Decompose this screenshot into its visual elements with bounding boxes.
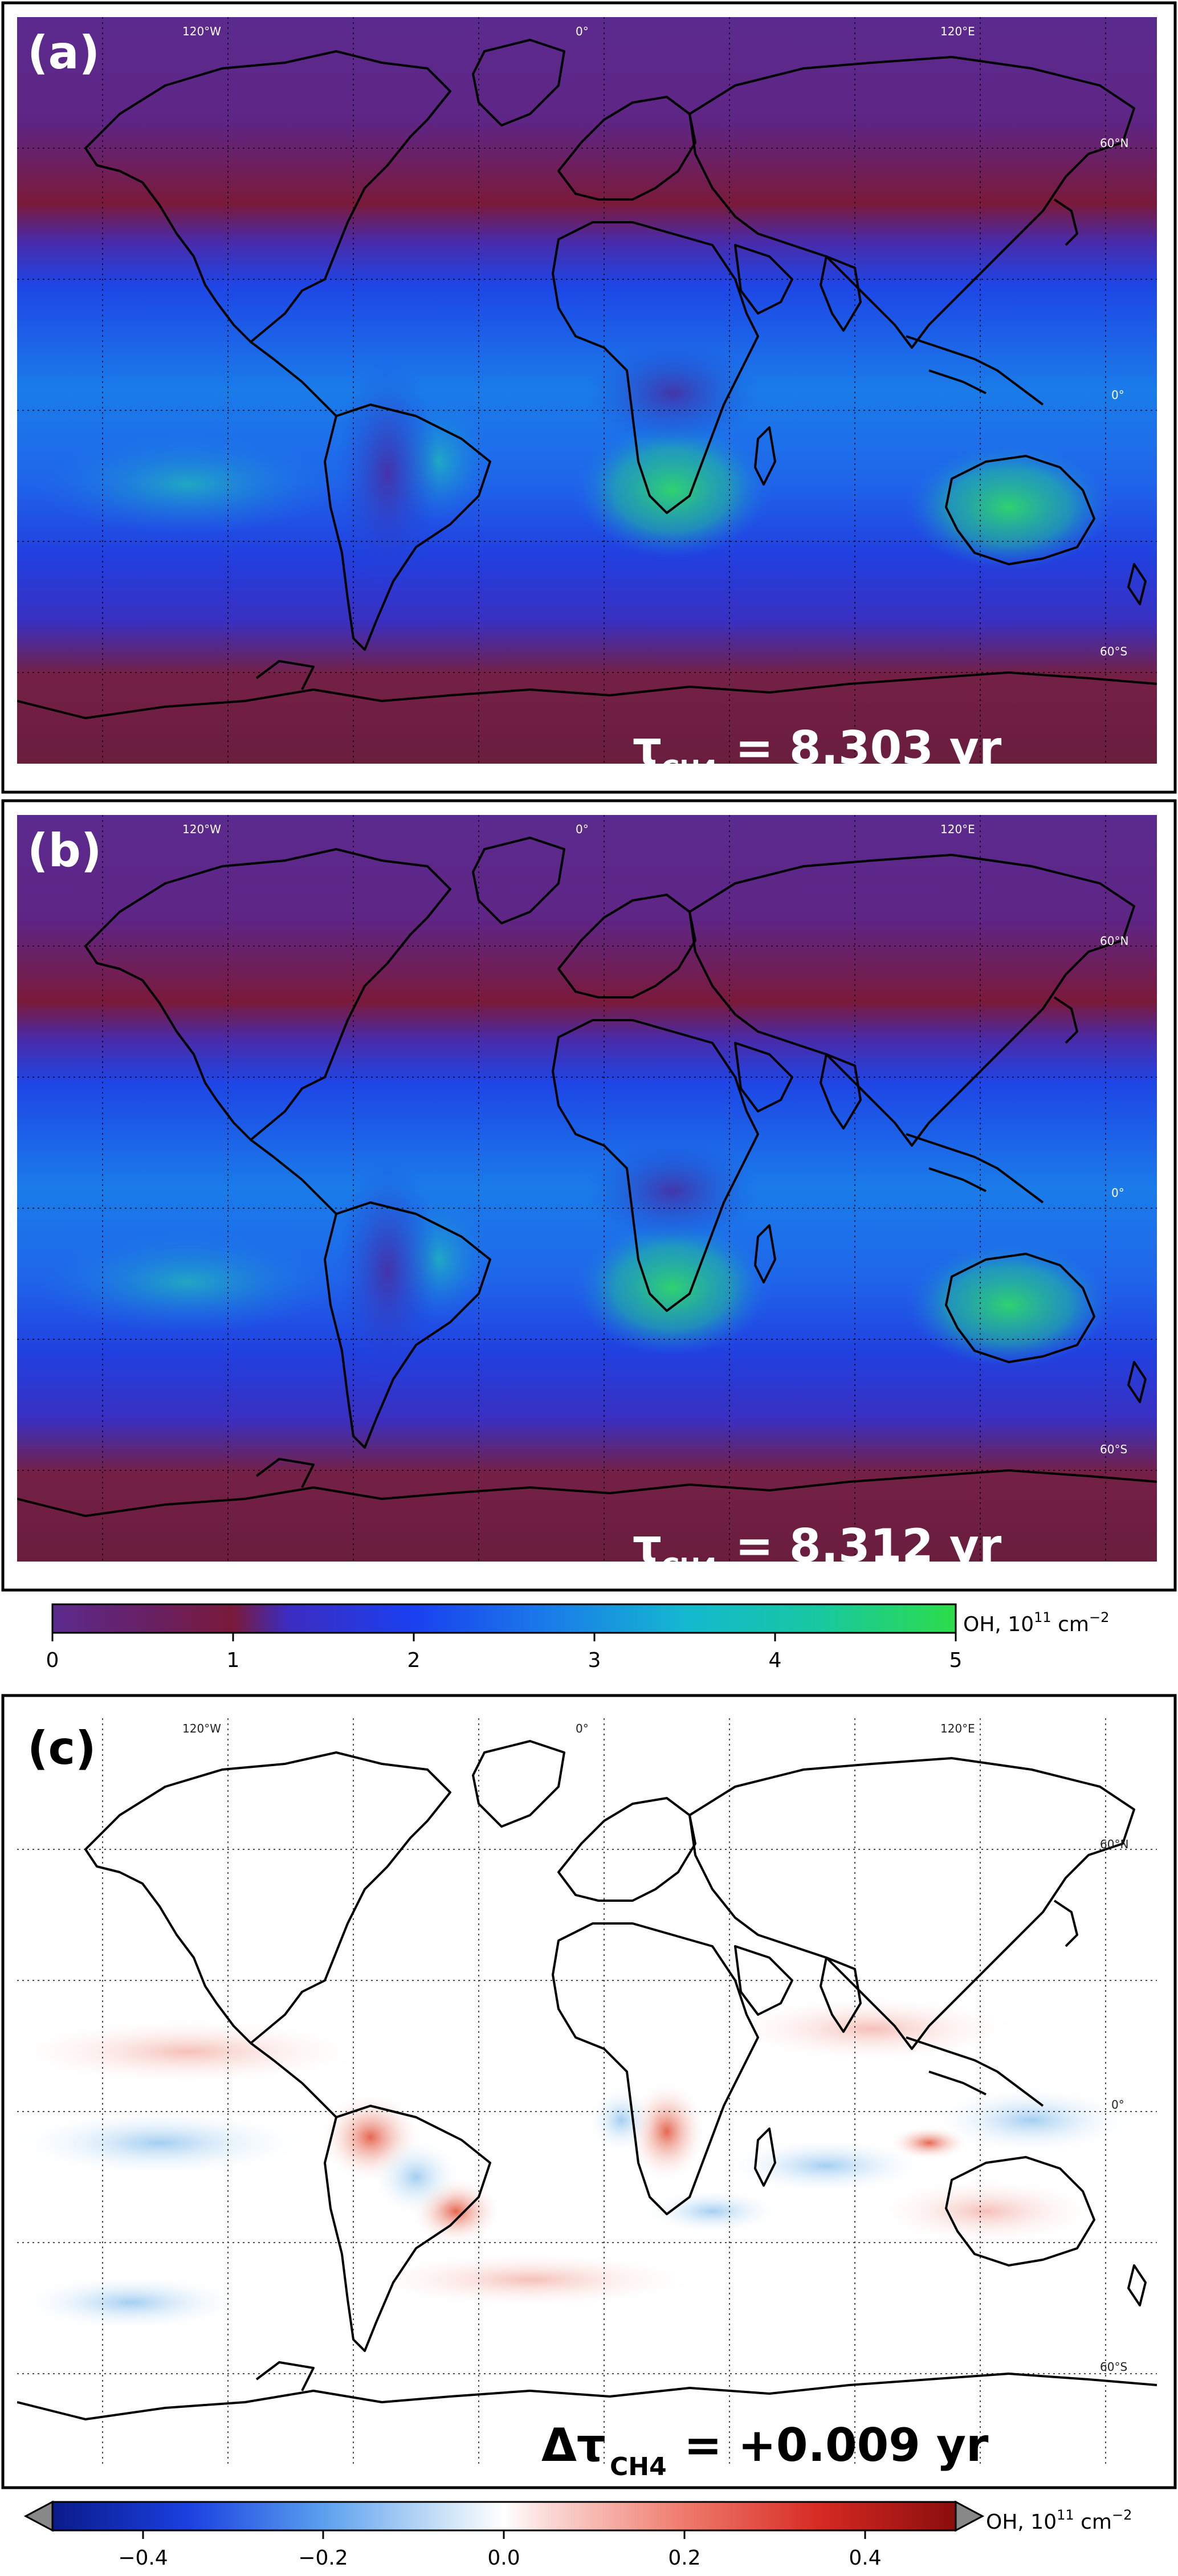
panel-c-lon-label-0: 0° — [576, 1722, 589, 1735]
panel-c: (c) 120°W 0° 120°E 60°N 0° 60°S Δτ CH4 =… — [1, 1694, 1177, 2489]
colorbar-diff: −0.4 −0.2 0.0 0.2 0.4 OH, 1011 cm−2 — [23, 2500, 1132, 2570]
colorbar-oh-label-unit-exp: −2 — [1089, 1609, 1109, 1625]
colorbar-oh-tick-5: 5 — [949, 1649, 963, 1672]
colorbar-oh-scale — [51, 1603, 957, 1634]
panel-a-map — [17, 17, 1157, 764]
panel-a-lifetime: τ CH4 = 8.303 yr — [633, 722, 1002, 784]
colorbar-diff-label-unit-exp: −2 — [1112, 2507, 1132, 2523]
colorbar-diff-label: OH, 1011 cm−2 — [986, 2507, 1132, 2534]
panel-a-lat-label-60n: 60°N — [1100, 136, 1128, 150]
panel-b-lat-label-60n: 60°N — [1100, 934, 1128, 948]
panel-a-tau-sub: CH4 — [661, 755, 718, 784]
colorbar-diff-tick-02: 0.2 — [668, 2546, 700, 2570]
panel-c-letter: (c) — [27, 1722, 96, 1775]
colorbar-oh-tick-4: 4 — [769, 1649, 782, 1672]
panel-c-tau-symbol: Δτ — [541, 2419, 606, 2472]
panel-b-lon-label-120e: 120°E — [940, 822, 975, 836]
panel-c-tau-value: = +0.009 yr — [684, 2419, 989, 2472]
colorbar-diff-tick-0: 0.0 — [487, 2546, 520, 2570]
panel-c-lon-label-120w: 120°W — [182, 1722, 221, 1735]
panel-a-lon-label-0: 0° — [576, 25, 589, 38]
panel-b-tau-symbol: τ — [633, 1519, 662, 1572]
panel-b-tau-value: = 8.312 yr — [735, 1519, 1002, 1572]
panel-b: (b) 120°W 0° 120°E 60°N 0° 60°S τ CH4 = … — [1, 799, 1177, 1592]
panel-b-map — [17, 815, 1157, 1562]
colorbar-oh-label-exp: 11 — [1034, 1609, 1051, 1625]
panel-a-lat-label-0: 0° — [1111, 388, 1124, 402]
colorbar-diff-tick-neg04: −0.4 — [118, 2546, 168, 2570]
panel-c-lifetime: Δτ CH4 = +0.009 yr — [541, 2419, 989, 2481]
colorbar-diff-scale — [51, 2501, 957, 2532]
colorbar-diff-over-arrow — [955, 2500, 985, 2532]
panel-b-lifetime: τ CH4 = 8.312 yr — [633, 1519, 1002, 1582]
colorbar-diff-tick-04: 0.4 — [849, 2546, 881, 2570]
colorbar-diff-label-unit: cm — [1074, 2510, 1112, 2534]
panel-c-lat-label-60n: 60°N — [1100, 1837, 1128, 1851]
panel-b-lon-label-120w: 120°W — [182, 822, 221, 836]
colorbar-oh-label-main: OH, 10 — [963, 1613, 1034, 1636]
panel-c-lat-label-0: 0° — [1111, 2098, 1124, 2112]
panel-a-letter: (a) — [27, 26, 100, 79]
panel-a-tau-symbol: τ — [633, 722, 662, 775]
colorbar-oh-tick-1: 1 — [227, 1649, 240, 1672]
panel-b-tau-sub: CH4 — [661, 1553, 718, 1582]
colorbar-oh-tick-3: 3 — [588, 1649, 601, 1672]
panel-c-lon-label-120e: 120°E — [940, 1722, 975, 1735]
panel-b-lat-label-60s: 60°S — [1100, 1442, 1127, 1456]
panel-a-tau-value: = 8.303 yr — [735, 722, 1002, 775]
svg-text:OH, 1011 cm−2: OH, 1011 cm−2 — [963, 1609, 1109, 1636]
colorbar-oh-label-unit: cm — [1051, 1613, 1089, 1636]
panel-c-lat-label-60s: 60°S — [1100, 2360, 1127, 2374]
colorbar-oh: 0 1 2 3 4 5 OH, 1011 cm−2 — [46, 1603, 1109, 1672]
colorbar-diff-label-exp: 11 — [1057, 2507, 1074, 2523]
panel-c-map — [17, 1710, 1157, 2473]
colorbar-oh-tick-2: 2 — [407, 1649, 421, 1672]
colorbar-oh-tick-0: 0 — [46, 1649, 59, 1672]
colorbar-diff-label-main: OH, 10 — [986, 2510, 1057, 2534]
panel-c-tau-sub: CH4 — [610, 2452, 667, 2481]
panel-a-lon-label-120w: 120°W — [182, 25, 221, 38]
panel-b-lon-label-0: 0° — [576, 822, 589, 836]
panel-b-lat-label-0: 0° — [1111, 1186, 1124, 1200]
panel-b-letter: (b) — [27, 824, 101, 877]
colorbar-diff-under-arrow — [23, 2500, 54, 2532]
panel-a-lon-label-120e: 120°E — [940, 25, 975, 38]
svg-text:OH, 1011 cm−2: OH, 1011 cm−2 — [986, 2507, 1132, 2534]
colorbar-diff-tick-neg02: −0.2 — [298, 2546, 348, 2570]
panel-a-lat-label-60s: 60°S — [1100, 645, 1127, 658]
colorbar-oh-label: OH, 1011 cm−2 — [963, 1609, 1109, 1636]
panel-a: (a) 120°W 0° 120°E 60°N 0° 60°S τ CH4 = … — [1, 1, 1177, 794]
